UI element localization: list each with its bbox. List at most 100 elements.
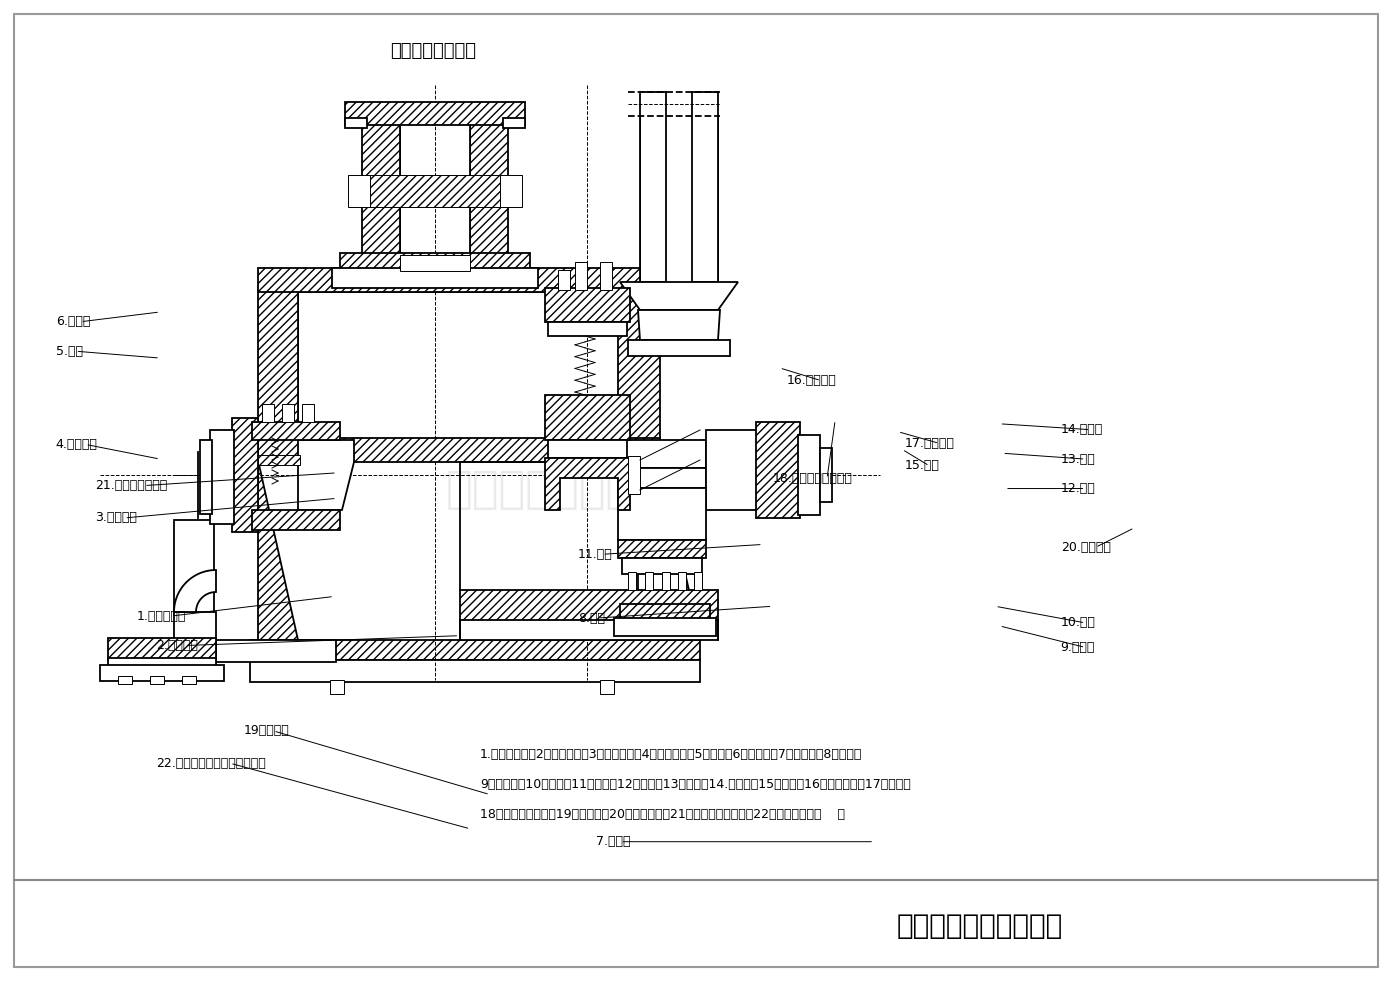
Bar [628, 456, 640, 494]
Bar [283, 404, 294, 422]
Polygon shape [756, 422, 800, 518]
Text: 22.（填料密封：耐酸碱橡胶）: 22.（填料密封：耐酸碱橡胶） [156, 756, 266, 770]
Bar [109, 658, 216, 680]
Polygon shape [618, 290, 660, 460]
Polygon shape [340, 253, 530, 270]
Bar [174, 520, 214, 615]
Polygon shape [258, 268, 660, 292]
Text: 18.阀芯压板固定螺丝: 18.阀芯压板固定螺丝 [773, 472, 852, 486]
Bar [553, 458, 622, 476]
Text: 咸阳华星泵业有限公司: 咸阳华星泵业有限公司 [447, 469, 714, 511]
Polygon shape [546, 458, 631, 510]
Text: 不锈钢泵件示意图: 不锈钢泵件示意图 [390, 42, 476, 60]
Polygon shape [618, 488, 706, 540]
Polygon shape [174, 612, 216, 640]
Bar [150, 676, 164, 684]
Polygon shape [258, 438, 660, 462]
Bar [618, 440, 706, 468]
Polygon shape [252, 510, 340, 530]
Polygon shape [546, 288, 631, 322]
Polygon shape [370, 175, 500, 207]
Bar [302, 404, 315, 422]
Text: 17.阀芯压板: 17.阀芯压板 [905, 437, 955, 450]
Bar [640, 92, 665, 282]
Bar [575, 262, 587, 290]
Bar [548, 440, 626, 458]
Bar [118, 676, 132, 684]
Text: 9.导向杆: 9.导向杆 [1061, 641, 1096, 654]
Text: 1.泵体工作腔: 1.泵体工作腔 [136, 609, 185, 623]
Bar [182, 676, 196, 684]
Bar [628, 340, 729, 356]
Bar [400, 255, 470, 271]
Polygon shape [619, 282, 738, 310]
Polygon shape [258, 455, 301, 465]
Bar [298, 292, 618, 438]
Text: 16.出口阀箱: 16.出口阀箱 [786, 374, 837, 387]
Polygon shape [622, 558, 702, 574]
Bar [600, 680, 614, 694]
Bar [619, 604, 710, 622]
Text: 19，填料箱: 19，填料箱 [244, 724, 290, 738]
Polygon shape [638, 310, 720, 340]
Bar [548, 322, 626, 336]
Text: 18，阀芯压板螺丝；19，填料箱；20，出泵法兰；21，耐酸碱橡胶阀片；22耐酸碱填料密封    ：: 18，阀芯压板螺丝；19，填料箱；20，出泵法兰；21，耐酸碱橡胶阀片；22耐酸… [480, 808, 845, 821]
Text: 8.阀盖: 8.阀盖 [578, 611, 604, 625]
Polygon shape [546, 395, 631, 440]
Bar [210, 430, 234, 524]
Polygon shape [251, 640, 700, 660]
Text: 6.方法兰: 6.方法兰 [56, 315, 90, 329]
Polygon shape [362, 124, 400, 268]
Text: 9，导向杆；10，阀芯；11，弹簧；12，三通；13，弯管；14.方法兰；15，阀座；16，出口阀箱；17阀芯压板: 9，导向杆；10，阀芯；11，弹簧；12，三通；13，弯管；14.方法兰；15，… [480, 779, 910, 792]
Polygon shape [459, 590, 718, 622]
Bar [345, 118, 367, 128]
Bar [628, 572, 636, 590]
Polygon shape [470, 124, 508, 268]
Bar [216, 640, 335, 662]
Bar [503, 118, 525, 128]
Text: 14.方法兰: 14.方法兰 [1061, 423, 1102, 437]
Text: 10.阀芯: 10.阀芯 [1061, 616, 1096, 630]
Polygon shape [252, 422, 340, 440]
Bar [459, 620, 718, 640]
Bar [330, 680, 344, 694]
Bar [600, 262, 612, 290]
Bar [200, 440, 212, 514]
Text: 1.泵体工作腔；2，芯棒法兰；3，进口阀箱；4，进口法兰；5，弯管；6，方法兰；7，空气罐；8，阀盖：: 1.泵体工作腔；2，芯棒法兰；3，进口阀箱；4，进口法兰；5，弯管；6，方法兰；… [480, 749, 863, 761]
Text: 20.出泵法兰: 20.出泵法兰 [1061, 541, 1111, 554]
Text: 5.弯管: 5.弯管 [56, 344, 82, 358]
Bar [695, 572, 702, 590]
Bar [251, 660, 700, 682]
Bar [798, 435, 820, 515]
Bar [100, 665, 224, 681]
Bar [618, 468, 706, 488]
Text: 12.三通: 12.三通 [1061, 482, 1096, 495]
Polygon shape [109, 638, 216, 660]
Polygon shape [618, 540, 706, 558]
Text: 11.弹簧: 11.弹簧 [578, 547, 612, 561]
Bar [614, 618, 715, 636]
Bar [820, 448, 832, 502]
Polygon shape [345, 102, 525, 125]
Text: 咸阳华星泵业有限公司: 咸阳华星泵业有限公司 [896, 912, 1063, 940]
Text: 13.弯管: 13.弯管 [1061, 452, 1096, 466]
Polygon shape [706, 430, 760, 510]
Text: 7.空气罐: 7.空气罐 [596, 835, 631, 849]
Polygon shape [174, 570, 216, 612]
Bar [558, 270, 569, 290]
Text: 2.芯棒法兰: 2.芯棒法兰 [156, 639, 198, 652]
Bar [348, 175, 370, 207]
Bar [678, 572, 686, 590]
Text: 21.耐酸碱橡胶阀片: 21.耐酸碱橡胶阀片 [95, 479, 167, 492]
Polygon shape [258, 290, 298, 460]
Bar [500, 175, 522, 207]
Polygon shape [298, 440, 354, 510]
Text: 3.进口阀箱: 3.进口阀箱 [95, 511, 136, 525]
Text: 15.阀座: 15.阀座 [905, 459, 940, 473]
Bar [644, 572, 653, 590]
Bar [692, 92, 718, 282]
Bar [262, 404, 274, 422]
Bar [663, 572, 670, 590]
Bar [638, 540, 686, 608]
Polygon shape [258, 460, 298, 640]
